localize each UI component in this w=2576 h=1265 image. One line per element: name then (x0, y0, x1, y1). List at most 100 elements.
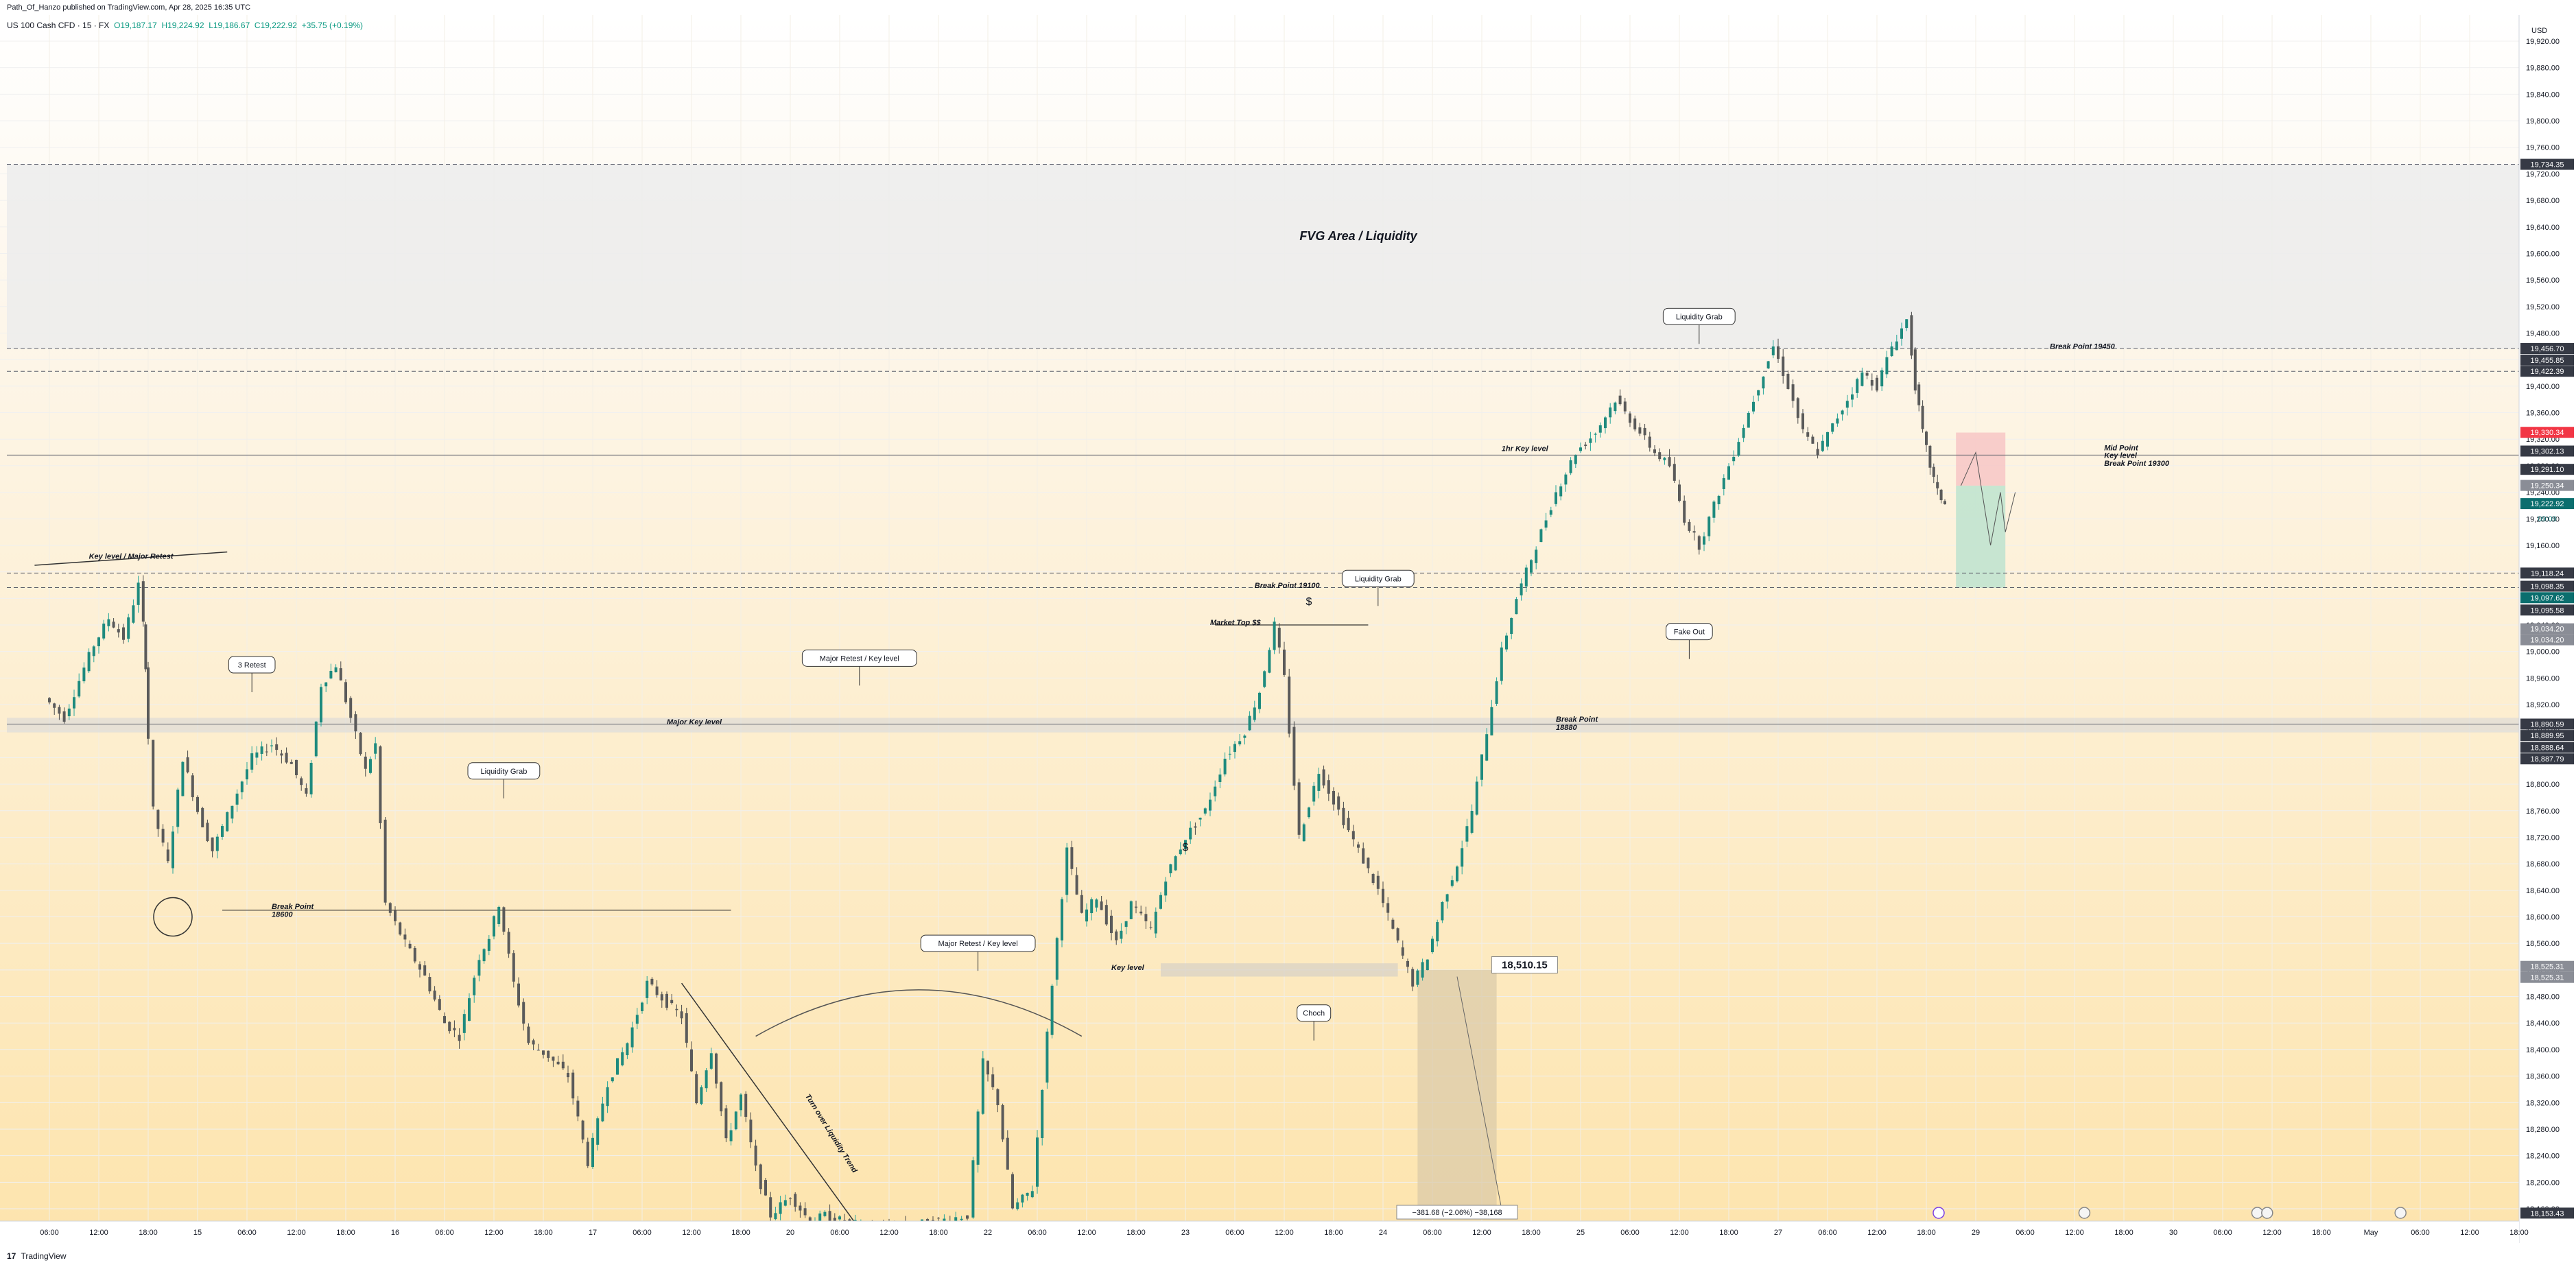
candle-body (1932, 466, 1935, 477)
y-tick-label: 19,160.00 (2526, 542, 2560, 550)
x-tick-label: 12:00 (1077, 1229, 1096, 1237)
candle-body (275, 744, 279, 750)
x-tick-label: 17 (589, 1229, 597, 1237)
candle-body (344, 682, 347, 702)
y-tick-label: 19,880.00 (2526, 64, 2560, 73)
candle-body (1900, 328, 1903, 339)
candle-body (1604, 417, 1607, 429)
tradingview-logo-text[interactable]: TradingView (21, 1251, 67, 1261)
candle-body (1692, 531, 1696, 533)
x-tick-label: 12:00 (484, 1229, 504, 1237)
candle-body (700, 1087, 703, 1104)
candle-body (1371, 874, 1375, 884)
candle-body (1910, 315, 1913, 356)
candle-body (448, 1021, 451, 1032)
price-label-box (2520, 604, 2574, 616)
candle-body (97, 637, 100, 647)
candle-body (462, 1014, 466, 1033)
fvg-zone (7, 164, 2519, 349)
candle-body (779, 1202, 782, 1214)
candle-body (606, 1087, 609, 1107)
candle-body (132, 605, 135, 623)
candle-body (1021, 1194, 1024, 1203)
candle-body (1806, 432, 1810, 437)
publisher-bar: Path_Of_Hanzo published on TradingView.c… (0, 0, 2576, 15)
annotation-text: FVG Area / Liquidity (1299, 229, 1417, 243)
event-flag-icon (1933, 1207, 1945, 1219)
candle-body (211, 837, 214, 851)
symbol-legend[interactable]: US 100 Cash CFD · 15 · FX O19,187.17 H19… (7, 19, 363, 32)
candle-body (107, 619, 110, 626)
candle-body (601, 1103, 604, 1122)
close-value: C19,222.92 (254, 21, 297, 30)
candle-body (1263, 671, 1266, 687)
currency-label: USD (2531, 27, 2547, 35)
candle-body (403, 934, 407, 940)
candle-body (1357, 844, 1360, 848)
candle-body (1836, 418, 1839, 424)
x-tick-label: 22 (984, 1229, 992, 1237)
candle-body (231, 805, 234, 819)
candle-body (1401, 947, 1404, 956)
candle-body (1658, 452, 1662, 460)
candle-body (1510, 617, 1513, 635)
candle-body (191, 775, 194, 798)
price-label-box (2520, 623, 2574, 635)
candle-body (152, 740, 155, 807)
candle-body (1678, 484, 1681, 501)
candle-body (117, 629, 120, 632)
y-tick-label: 18,200.00 (2526, 1179, 2560, 1187)
candle-body (1559, 486, 1563, 497)
candle-body (591, 1137, 594, 1168)
candle-body (799, 1205, 802, 1211)
x-tick-label: 12:00 (1670, 1229, 1689, 1237)
candle-body (709, 1053, 713, 1069)
annotation-text: Break Point 19450 (2050, 343, 2116, 351)
candle-body (413, 948, 416, 962)
candle-body (1584, 445, 1587, 447)
candle-body (1544, 520, 1548, 528)
candle-body (354, 714, 357, 732)
price-label: 19,250.34 (2531, 482, 2564, 490)
candle-body (255, 752, 259, 758)
price-label: 19,034.20 (2531, 637, 2564, 645)
candle-body (1061, 899, 1063, 941)
candle-body (221, 826, 224, 837)
candle-body (576, 1100, 580, 1117)
candle-body (1209, 799, 1212, 811)
x-tick-label: 12:00 (1472, 1229, 1491, 1237)
candle-body (1382, 888, 1384, 903)
candle-body (749, 1120, 753, 1143)
price-label: 19,330.34 (2531, 429, 2564, 437)
candle-body (1712, 501, 1716, 518)
candle-body (507, 932, 510, 954)
projection-arrow-2 (2000, 492, 2016, 532)
y-tick-label: 19,200.00 (2526, 515, 2560, 523)
y-tick-label: 19,480.00 (2526, 330, 2560, 338)
y-tick-label: 18,360.00 (2526, 1073, 2560, 1081)
annotation-text: Key level (1111, 964, 1145, 972)
candle-body (473, 978, 476, 995)
y-tick-label: 19,920.00 (2526, 38, 2560, 46)
tradingview-logo-icon: 17 (7, 1251, 16, 1261)
candle-body (1796, 398, 1799, 418)
time-axis-panel[interactable] (0, 1220, 2519, 1243)
event-flag-icon (2394, 1207, 2407, 1219)
candle-body (720, 1082, 723, 1112)
x-tick-label: 06:00 (830, 1229, 849, 1237)
candle-body (685, 1013, 688, 1043)
candle-body (166, 849, 169, 862)
candle-body (1708, 517, 1711, 536)
candle-body (329, 670, 333, 678)
candle-body (794, 1194, 797, 1207)
annotation-text: Key level / Major Retest (89, 552, 174, 560)
candle-body (453, 1028, 456, 1030)
candle-body (1936, 482, 1939, 488)
candle-body (48, 698, 51, 702)
y-tick-label: 18,920.00 (2526, 701, 2560, 709)
candle-body (186, 757, 189, 772)
candle-body (176, 789, 180, 827)
callout-text: Major Retest / Key level (938, 940, 1018, 948)
y-tick-label: 19,560.00 (2526, 276, 2560, 285)
